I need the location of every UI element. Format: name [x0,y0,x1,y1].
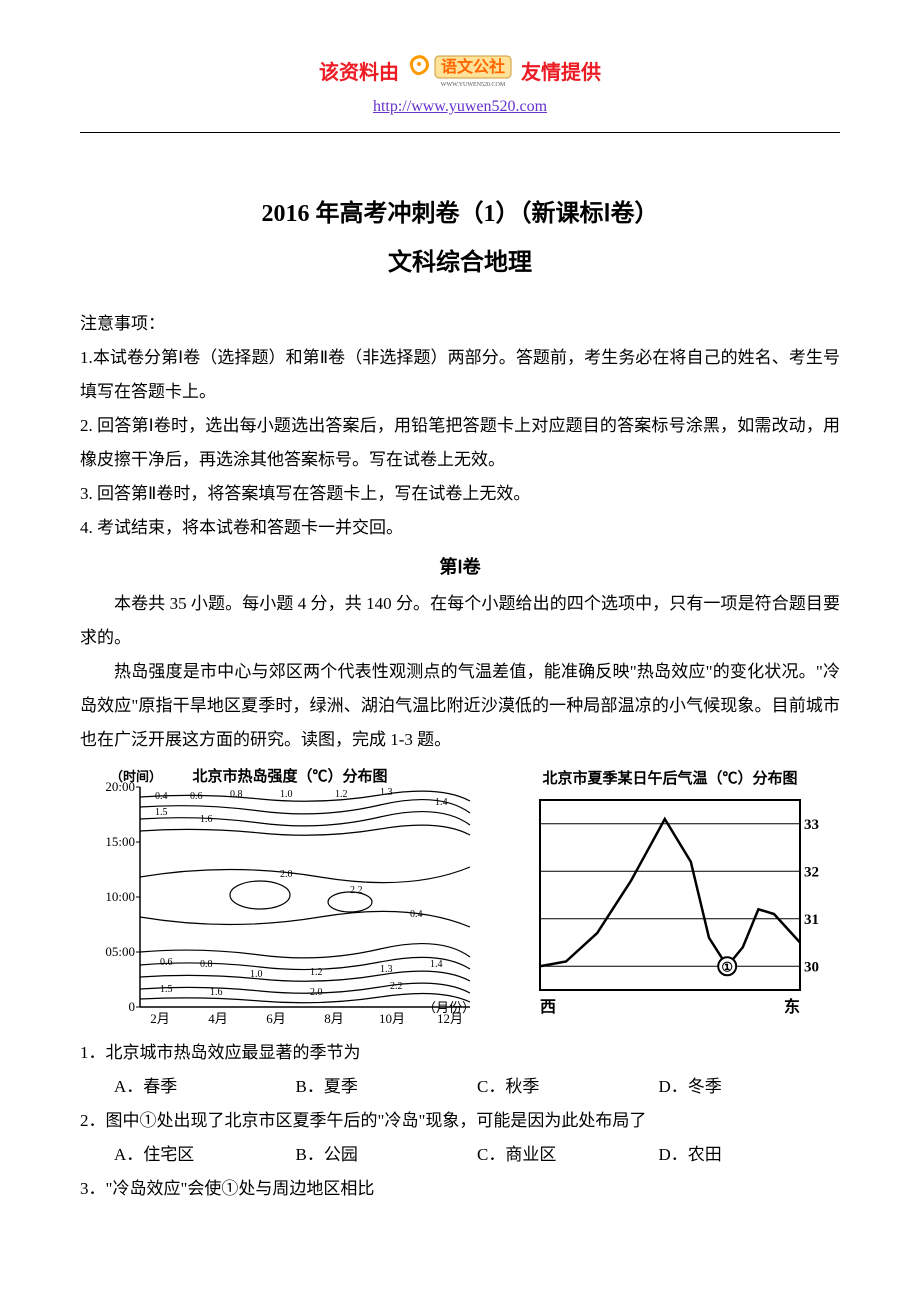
q1-opt-d: D．冬季 [659,1070,841,1104]
logo-subtext: WWW.YUWEN520.COM [441,82,506,88]
notice-heading: 注意事项： [80,307,840,341]
svg-text:1.2: 1.2 [335,789,348,800]
svg-text:1.6: 1.6 [210,987,223,998]
svg-text:1.4: 1.4 [435,797,448,808]
svg-text:32: 32 [804,864,819,880]
svg-text:30: 30 [804,959,819,975]
svg-text:1.5: 1.5 [155,807,168,818]
figures-row: （时间） 北京市热岛强度（℃）分布图 005:0010:0015:0020:00… [80,767,840,1032]
svg-text:1.6: 1.6 [200,814,213,825]
svg-text:33: 33 [804,817,819,833]
header-left: 该资料由 [319,56,399,85]
contour-chart: （时间） 北京市热岛强度（℃）分布图 005:0010:0015:0020:00… [80,767,480,1032]
q1-opt-a: A．春季 [114,1070,296,1104]
q2-num: 2． [80,1111,106,1130]
svg-text:2月: 2月 [150,1011,170,1026]
q1-options: A．春季 B．夏季 C．秋季 D．冬季 [80,1070,840,1104]
header-divider [80,132,840,133]
exam-subtitle: 文科综合地理 [80,242,840,277]
notice-2: 2. 回答第Ⅰ卷时，选出每小题选出答案后，用铅笔把答题卡上对应题目的答案标号涂黑… [80,409,840,477]
question-3: 3．"冷岛效应"会使①处与周边地区相比 [80,1172,840,1206]
x-right-label: 东 [784,997,800,1016]
svg-text:0.4: 0.4 [410,909,423,920]
svg-text:2.2: 2.2 [390,981,403,992]
q2-opt-a: A．住宅区 [114,1138,296,1172]
svg-text:6月: 6月 [266,1011,286,1026]
svg-text:2.0: 2.0 [280,869,293,880]
svg-text:10月: 10月 [379,1011,405,1026]
svg-text:0.6: 0.6 [160,957,173,968]
line-chart-title: 北京市夏季某日午后气温（℃）分布图 [520,767,820,788]
q1-num: 1． [80,1043,106,1062]
notice-4: 4. 考试结束，将本试卷和答题卡一并交回。 [80,511,840,545]
svg-text:0.6: 0.6 [190,791,203,802]
q2-opt-b: B．公园 [296,1138,478,1172]
q3-text: "冷岛效应"会使①处与周边地区相比 [106,1179,375,1198]
q1-opt-b: B．夏季 [296,1070,478,1104]
svg-text:1.5: 1.5 [160,984,173,995]
svg-text:8月: 8月 [324,1011,344,1026]
x-left-label: 西 [540,998,556,1016]
contour-title: 北京市热岛强度（℃）分布图 [192,767,387,785]
q2-options: A．住宅区 B．公园 C．商业区 D．农田 [80,1138,840,1172]
svg-text:2.0: 2.0 [310,987,323,998]
notice-1: 1.本试卷分第Ⅰ卷（选择题）和第Ⅱ卷（非选择题）两部分。答题前，考生务必在将自己… [80,341,840,409]
question-2: 2．图中①处出现了北京市区夏季午后的"冷岛"现象，可能是因为此处布局了 [80,1104,840,1138]
exam-title: 2016 年高考冲刺卷（1）（新课标Ⅰ卷） [80,193,840,228]
svg-text:1.4: 1.4 [430,959,443,970]
svg-text:①: ① [721,959,733,974]
q2-text: 图中①处出现了北京市区夏季午后的"冷岛"现象，可能是因为此处布局了 [106,1111,647,1130]
section-1-intro: 本卷共 35 小题。每小题 4 分，共 140 分。在每个小题给出的四个选项中，… [80,587,840,655]
q1-text: 北京城市热岛效应最显著的季节为 [106,1043,361,1062]
header-right: 友情提供 [521,56,601,85]
svg-text:2.2: 2.2 [350,885,363,896]
passage-text: 热岛强度是市中心与郊区两个代表性观测点的气温差值，能准确反映"热岛效应"的变化状… [80,655,840,757]
line-chart: 北京市夏季某日午后气温（℃）分布图 30 31 32 33 ① 西 东 [520,767,820,1025]
q3-num: 3． [80,1179,106,1198]
x-axis-label: （月份） [423,1000,475,1015]
source-link[interactable]: http://www.yuwen520.com [373,98,547,116]
svg-text:15:00: 15:00 [105,834,135,849]
svg-text:0.4: 0.4 [155,791,168,802]
svg-text:0: 0 [129,999,136,1014]
logo-text: 语文公社 [441,57,505,76]
svg-text:1.3: 1.3 [380,964,393,975]
svg-text:05:00: 05:00 [105,944,135,959]
svg-text:1.0: 1.0 [250,969,263,980]
question-1: 1．北京城市热岛效应最显著的季节为 [80,1036,840,1070]
q2-opt-d: D．农田 [659,1138,841,1172]
svg-text:0.8: 0.8 [200,959,213,970]
svg-text:1.0: 1.0 [280,789,293,800]
svg-text:1.2: 1.2 [310,967,323,978]
q2-opt-c: C．商业区 [477,1138,659,1172]
section-1-title: 第Ⅰ卷 [80,553,840,579]
svg-text:1.3: 1.3 [380,787,393,798]
svg-text:10:00: 10:00 [105,889,135,904]
svg-text:4月: 4月 [208,1011,228,1026]
q1-opt-c: C．秋季 [477,1070,659,1104]
svg-text:0.8: 0.8 [230,789,243,800]
svg-text:20:00: 20:00 [105,779,135,794]
document-header: 该资料由 语文公社 WWW.YUWEN520.COM 友情提供 http://w… [80,50,840,116]
site-logo: 语文公社 WWW.YUWEN520.COM [405,50,515,90]
notice-3: 3. 回答第Ⅱ卷时，将答案填写在答题卡上，写在试卷上无效。 [80,477,840,511]
svg-text:31: 31 [804,912,819,928]
